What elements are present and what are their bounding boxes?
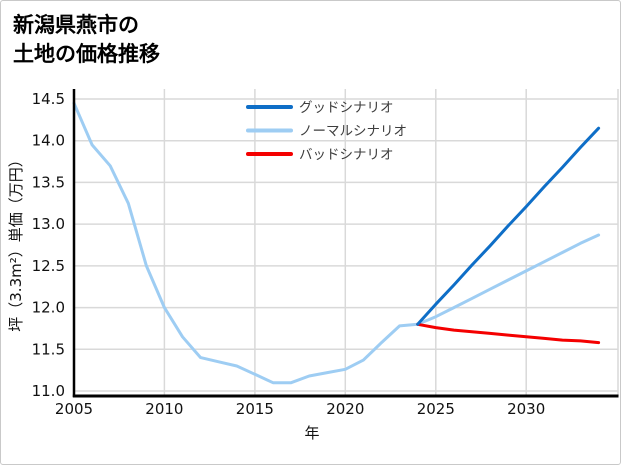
y-tick-label: 11.0 — [32, 382, 65, 400]
series-line-normal — [416, 233, 601, 326]
y-tick-label: 13.0 — [32, 215, 65, 233]
legend: グッドシナリオ ノーマルシナリオ バッドシナリオ — [246, 100, 407, 163]
chart-title-line2: 土地の価格推移 — [13, 42, 160, 66]
x-tick-label: 2015 — [236, 400, 274, 418]
x-tick-labels: 2005 2010 2015 2020 2025 2030 — [55, 400, 545, 418]
y-tick-label: 14.0 — [32, 132, 65, 150]
x-tick-label: 2020 — [326, 400, 364, 418]
y-tick-label: 11.5 — [32, 340, 65, 358]
x-tick-label: 2025 — [417, 400, 455, 418]
y-axis-label: 坪（3.3m²）単価（万円） — [7, 152, 25, 331]
y-tick-label: 13.5 — [32, 173, 65, 191]
y-tick-labels: 11.0 11.5 12.0 12.5 13.0 13.5 14.0 14.5 — [32, 90, 65, 400]
series-line-good — [416, 126, 601, 326]
x-tick-label: 2005 — [55, 400, 93, 418]
y-tick-label: 12.0 — [32, 299, 65, 317]
x-axis-label: 年 — [304, 424, 319, 442]
chart-title-line1: 新潟県燕市の — [13, 13, 139, 37]
series-line-historical — [72, 101, 420, 385]
legend-label-normal: ノーマルシナリオ — [299, 124, 407, 140]
plot-gridlines — [73, 89, 619, 396]
legend-label-bad: バッドシナリオ — [299, 147, 394, 163]
y-tick-label: 12.5 — [32, 257, 65, 275]
x-tick-label: 2030 — [507, 400, 545, 418]
legend-label-good: グッドシナリオ — [299, 100, 394, 116]
x-tick-label: 2010 — [145, 400, 183, 418]
y-tick-label: 14.5 — [32, 90, 65, 108]
series-line-bad — [416, 322, 601, 345]
